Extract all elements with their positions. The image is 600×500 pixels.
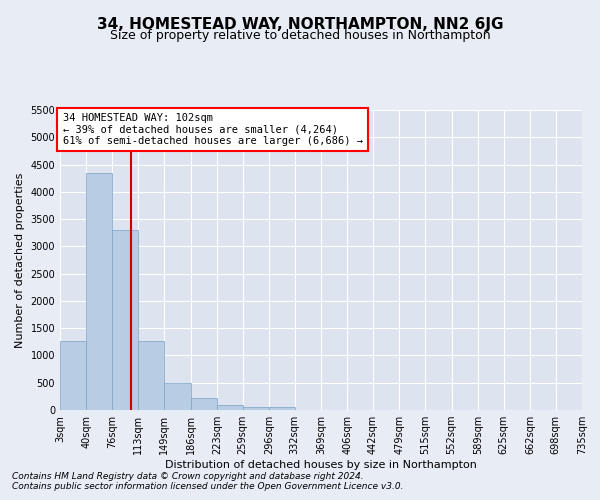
Bar (139, 342, 164, 410)
Bar (164, 384, 191, 410)
Bar (112, 230, 139, 410)
Text: Contains HM Land Registry data © Crown copyright and database right 2024.: Contains HM Land Registry data © Crown c… (12, 472, 364, 481)
Bar (86, 172, 112, 410)
Y-axis label: Number of detached properties: Number of detached properties (15, 172, 25, 348)
Bar (217, 405, 242, 410)
Text: Contains public sector information licensed under the Open Government Licence v3: Contains public sector information licen… (12, 482, 404, 491)
Text: 34 HOMESTEAD WAY: 102sqm
← 39% of detached houses are smaller (4,264)
61% of sem: 34 HOMESTEAD WAY: 102sqm ← 39% of detach… (62, 113, 362, 146)
X-axis label: Distribution of detached houses by size in Northampton: Distribution of detached houses by size … (165, 460, 477, 470)
Bar (242, 406, 269, 410)
Bar (191, 398, 217, 410)
Text: Size of property relative to detached houses in Northampton: Size of property relative to detached ho… (110, 28, 490, 42)
Bar (60, 342, 86, 410)
Bar (269, 407, 295, 410)
Text: 34, HOMESTEAD WAY, NORTHAMPTON, NN2 6JG: 34, HOMESTEAD WAY, NORTHAMPTON, NN2 6JG (97, 18, 503, 32)
